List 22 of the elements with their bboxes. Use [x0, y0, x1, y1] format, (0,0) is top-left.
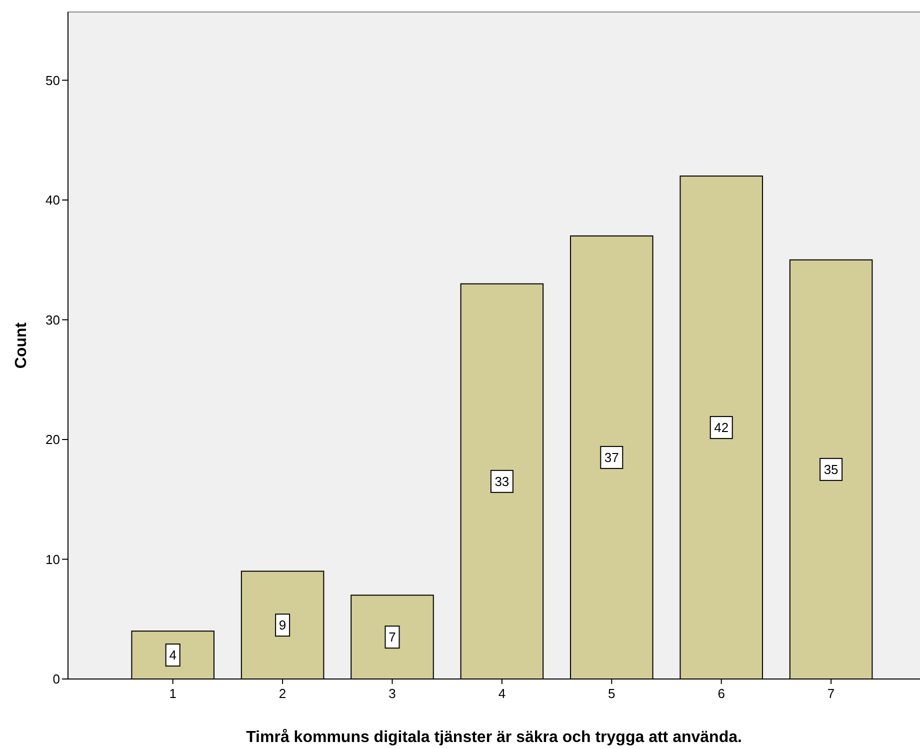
data-label: 33: [494, 474, 510, 489]
y-tick-label: 50: [46, 72, 60, 88]
y-axis-title: Count: [13, 322, 30, 369]
x-tick-label: 5: [608, 686, 616, 701]
y-tick-label: 20: [46, 432, 60, 448]
x-tick-label: 3: [388, 686, 396, 701]
y-tick-label: 30: [46, 312, 60, 328]
y-tick-label: 40: [46, 192, 60, 208]
data-label: 42: [714, 420, 729, 436]
x-tick-label: 6: [718, 686, 725, 701]
x-tick-label: 7: [827, 686, 835, 701]
x-axis-title: Timrå kommuns digitala tjänster är säkra och trygga att använda.: [246, 728, 742, 746]
data-label: 7: [388, 630, 396, 645]
x-tick-label: 2: [278, 686, 286, 701]
data-label: 37: [604, 450, 619, 466]
data-label: 4: [169, 648, 176, 663]
data-label: 35: [824, 462, 838, 477]
x-tick-label: 1: [169, 686, 176, 701]
y-tick-label: 0: [52, 672, 60, 687]
data-label: 9: [278, 618, 286, 633]
y-tick-label: 10: [46, 552, 60, 567]
x-tick-label: 4: [498, 686, 506, 701]
